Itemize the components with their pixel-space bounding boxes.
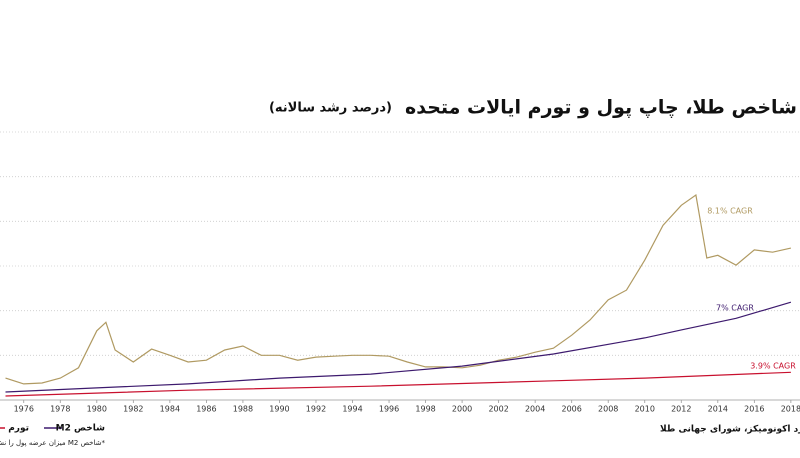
x-tick-label: 2008 <box>598 405 618 414</box>
x-tick-label: 2012 <box>671 405 691 414</box>
x-tick-label: 1986 <box>196 405 216 414</box>
annotation: 3.9% CAGR <box>750 362 796 371</box>
annotation: 8.1% CAGR <box>707 207 753 216</box>
x-tick-label: 1988 <box>233 405 253 414</box>
annotation: 7% CAGR <box>716 304 754 313</box>
source: کسفورد اکونومیکز، شورای جهانی طلا <box>660 425 800 435</box>
x-tick-label: 1976 <box>14 405 34 414</box>
x-tick-label: 1982 <box>123 405 143 414</box>
x-tick-label: 1992 <box>306 405 326 414</box>
footnote: *شاخص M2 میزان عرضه پول را نش <box>0 439 105 447</box>
x-tick-label: 2010 <box>635 405 655 414</box>
series-line <box>5 301 792 393</box>
x-tick-label: 1996 <box>379 405 399 414</box>
x-tick-label: 1978 <box>50 405 70 414</box>
x-tick-label: 2000 <box>452 405 472 414</box>
x-tick-label: 1980 <box>87 405 107 414</box>
x-tick-label: 2006 <box>562 405 582 414</box>
x-tick-label: 2018 <box>781 405 800 414</box>
x-tick-label: 2002 <box>488 405 508 414</box>
x-tick-label: 1984 <box>160 405 180 414</box>
x-tick-label: 1998 <box>415 405 435 414</box>
x-tick-label: 1990 <box>269 405 289 414</box>
chart-title: غییرات شاخص طلا، چاپ پول و تورم ایالات م… <box>405 97 800 119</box>
chart-subtitle: (درصد رشد سالانه) <box>269 101 392 116</box>
legend-label: تورم <box>8 424 29 434</box>
x-tick-label: 2004 <box>525 405 545 414</box>
x-tick-label: 2014 <box>708 405 728 414</box>
x-tick-label: 2016 <box>744 405 764 414</box>
series-line <box>5 371 791 397</box>
series-line <box>5 193 792 385</box>
legend-label: شاخص M2 <box>56 424 105 434</box>
x-tick-label: 1994 <box>342 405 362 414</box>
